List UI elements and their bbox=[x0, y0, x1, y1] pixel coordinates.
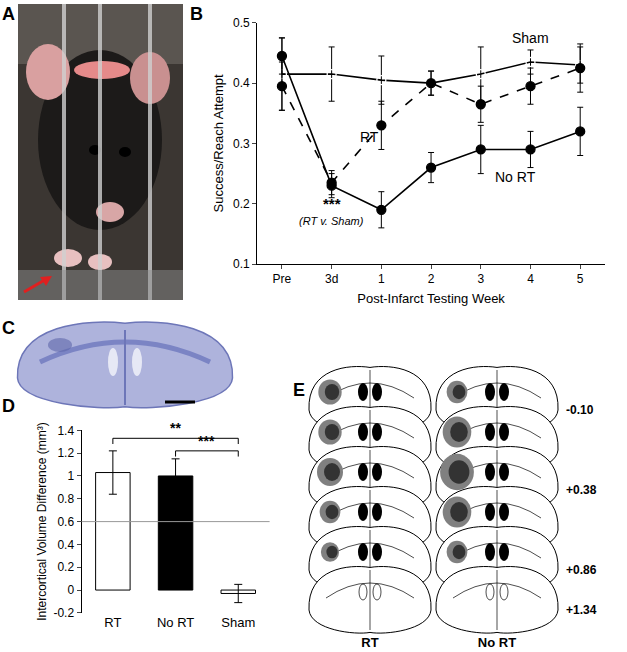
svg-text:2: 2 bbox=[428, 272, 435, 286]
svg-text:RT: RT bbox=[104, 615, 121, 630]
svg-text:3d: 3d bbox=[325, 272, 338, 286]
svg-text:Pre: Pre bbox=[273, 272, 292, 286]
svg-text:E: E bbox=[293, 380, 305, 400]
svg-text:**: ** bbox=[170, 420, 181, 436]
svg-text:+1.34: +1.34 bbox=[566, 603, 597, 617]
svg-text:C: C bbox=[2, 318, 15, 338]
svg-text:0.3: 0.3 bbox=[233, 137, 250, 151]
svg-text:Intercortical Volume Differenc: Intercortical Volume Difference (mm³) bbox=[35, 422, 49, 621]
svg-text:3: 3 bbox=[477, 272, 484, 286]
svg-text:0: 0 bbox=[67, 583, 74, 597]
svg-text:B: B bbox=[190, 4, 203, 24]
svg-text:***: *** bbox=[198, 433, 215, 449]
svg-text:No RT: No RT bbox=[495, 169, 536, 185]
svg-text:1: 1 bbox=[378, 272, 385, 286]
svg-text:A: A bbox=[2, 4, 15, 24]
svg-text:0.4: 0.4 bbox=[233, 76, 250, 90]
svg-text:0.1: 0.1 bbox=[233, 257, 250, 271]
svg-text:4: 4 bbox=[527, 272, 534, 286]
svg-text:RT: RT bbox=[361, 635, 378, 650]
svg-text:Sham: Sham bbox=[221, 615, 255, 630]
svg-text:***: *** bbox=[323, 195, 341, 212]
svg-text:1: 1 bbox=[67, 469, 74, 483]
svg-text:RT: RT bbox=[360, 129, 379, 145]
svg-text:Success/Reach Attempt: Success/Reach Attempt bbox=[211, 74, 226, 212]
svg-text:No RT: No RT bbox=[478, 635, 516, 650]
svg-text:5: 5 bbox=[577, 272, 584, 286]
svg-text:-0.10: -0.10 bbox=[566, 403, 594, 417]
svg-text:Post-Infarct Testing Week: Post-Infarct Testing Week bbox=[357, 291, 505, 306]
svg-text:0.5: 0.5 bbox=[233, 16, 250, 30]
svg-text:(RT v. Sham): (RT v. Sham) bbox=[299, 215, 364, 227]
svg-text:0.8: 0.8 bbox=[57, 492, 74, 506]
svg-text:0.2: 0.2 bbox=[57, 560, 74, 574]
svg-text:+0.86: +0.86 bbox=[566, 563, 597, 577]
svg-text:D: D bbox=[2, 396, 15, 416]
svg-text:0.4: 0.4 bbox=[57, 538, 74, 552]
svg-text:0.2: 0.2 bbox=[233, 197, 250, 211]
svg-text:-0.2: -0.2 bbox=[53, 606, 74, 620]
svg-text:1.2: 1.2 bbox=[57, 446, 74, 460]
svg-text:Sham: Sham bbox=[512, 30, 549, 46]
svg-text:1.4: 1.4 bbox=[57, 424, 74, 438]
svg-text:+0.38: +0.38 bbox=[566, 483, 597, 497]
svg-text:No RT: No RT bbox=[157, 615, 194, 630]
svg-text:0.6: 0.6 bbox=[57, 515, 74, 529]
